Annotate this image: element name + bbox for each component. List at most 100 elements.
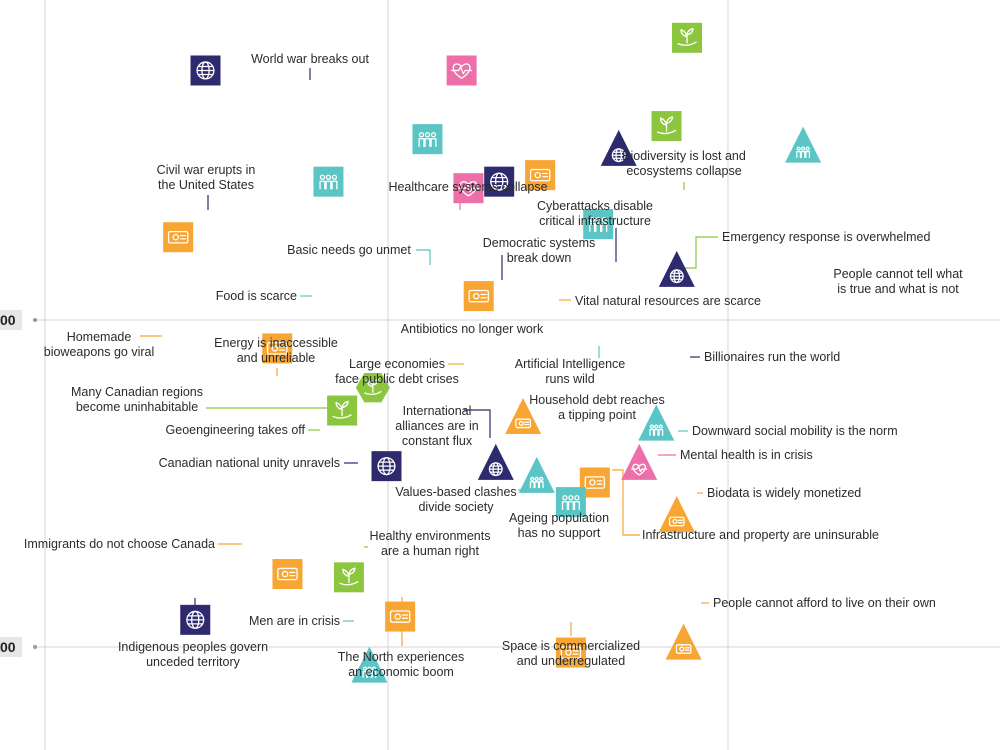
point-label: People cannot afford to live on their ow… (713, 596, 936, 610)
data-point-marker (355, 372, 390, 403)
point-label: The North experiences an economic boom (338, 650, 464, 679)
money-icon (675, 644, 692, 654)
point-label: Canadian national unity unravels (159, 456, 340, 470)
y-tick-label: 00 (0, 312, 16, 328)
globe-icon (488, 462, 503, 477)
data-point-marker (412, 124, 443, 155)
tick-label-bg (0, 310, 22, 330)
data-point-marker (785, 126, 822, 163)
point-label: Healthy environments are a human right (370, 529, 491, 558)
point-label: Indigenous peoples govern unceded territo… (118, 640, 268, 669)
point-label: Artificial Intelligence runs wild (515, 357, 626, 386)
leader-line (612, 469, 640, 536)
data-point-marker (446, 55, 477, 86)
y-tick-labels: 00 00 (0, 310, 22, 657)
plant-hand-icon (332, 400, 352, 419)
data-point-marker (477, 443, 514, 480)
data-point-marker (272, 559, 303, 590)
data-point-marker (190, 55, 221, 86)
point-label: Cyberattacks disable critical infrastruct… (537, 199, 653, 228)
data-point-marker (163, 222, 194, 253)
data-point-marker (463, 281, 494, 312)
money-icon (668, 516, 685, 527)
plant-hand-icon (339, 567, 359, 586)
plant-hand-icon (364, 378, 382, 396)
money-icon (277, 567, 298, 581)
money-icon (389, 610, 411, 623)
people-icon (362, 666, 377, 678)
point-label: Emergency response is overwhelmed (722, 230, 930, 244)
data-point-marker (525, 160, 556, 191)
point-label: Homemade bioweapons go viral (44, 330, 155, 359)
data-point-marker (180, 604, 211, 635)
globe-icon (611, 148, 626, 163)
point-label: Household debt reaches a tipping point (529, 393, 665, 422)
data-point-marker (658, 496, 695, 533)
point-label: Healthcare systems collapse (388, 180, 547, 194)
data-point-marker (385, 601, 416, 632)
data-point-marker (333, 562, 364, 593)
point-label: Immigrants do not choose Canada (24, 537, 215, 551)
money-icon (468, 289, 489, 303)
point-label: Space is commercialized and underregulate… (502, 639, 640, 668)
data-point-marker (555, 637, 586, 668)
marker-triangle (600, 129, 637, 166)
globe-icon (377, 457, 396, 476)
globe-icon (490, 172, 509, 191)
money-icon (167, 230, 189, 244)
point-label: Energy is inaccessible and unreliable (214, 336, 338, 365)
point-label: Vital natural resources are scarce (575, 294, 761, 308)
money-icon (560, 646, 582, 659)
point-label: World war breaks out (251, 52, 369, 66)
point-label: Basic needs go unmet (287, 243, 411, 257)
data-point-marker (262, 333, 293, 364)
data-point-marker (672, 22, 703, 53)
data-point-marker (665, 623, 702, 660)
people-icon (319, 174, 338, 190)
point-label: Infrastructure and property are uninsura… (642, 528, 879, 542)
globe-icon (186, 610, 205, 629)
people-icon (796, 146, 811, 159)
heartbeat-icon (450, 63, 473, 79)
marker-triangle (658, 250, 695, 287)
markers (163, 22, 822, 683)
plant-hand-icon (677, 27, 697, 46)
data-point-marker (484, 166, 515, 197)
point-label: Ageing population has no support (509, 511, 609, 540)
marker-triangle (351, 646, 388, 683)
marker-triangle (665, 623, 702, 660)
money-icon (266, 342, 288, 355)
point-labels: World war breaks out Civil war erupts in t… (24, 52, 963, 679)
leader-line (416, 249, 431, 265)
point-label: Many Canadian regions become uninhabitabl… (71, 385, 203, 414)
people-icon (589, 217, 608, 233)
heartbeat-icon (631, 463, 648, 476)
marker-triangle (638, 404, 675, 441)
data-point-marker (313, 166, 344, 197)
point-label: Men are in crisis (249, 614, 340, 628)
marker-triangle (658, 496, 695, 533)
data-point-marker (658, 250, 695, 287)
leader-line (680, 236, 718, 269)
data-point-marker (600, 129, 637, 166)
point-label: Billionaires run the world (704, 350, 840, 364)
marker-triangle (785, 126, 822, 163)
plant-hand-icon (656, 116, 677, 135)
point-label: Large economies face public debt crises (335, 357, 459, 386)
data-point-marker (518, 456, 555, 493)
point-label: People cannot tell what is true and what … (833, 267, 963, 296)
leader-line (464, 409, 491, 438)
point-label: Values-based clashes divide society (395, 485, 516, 514)
data-point-marker (638, 404, 675, 441)
data-point-marker (327, 395, 358, 426)
data-point-marker (651, 111, 682, 142)
point-label: International alliances are in constant fl… (395, 404, 478, 448)
point-label: Democratic systems break down (483, 236, 596, 265)
data-point-marker (351, 646, 388, 683)
y-tick-label: 00 (0, 639, 16, 655)
money-icon (515, 418, 531, 429)
point-label: Geoengineering takes off (166, 423, 306, 437)
point-label: Biodata is widely monetized (707, 486, 861, 500)
point-label: Food is scarce (216, 289, 297, 303)
